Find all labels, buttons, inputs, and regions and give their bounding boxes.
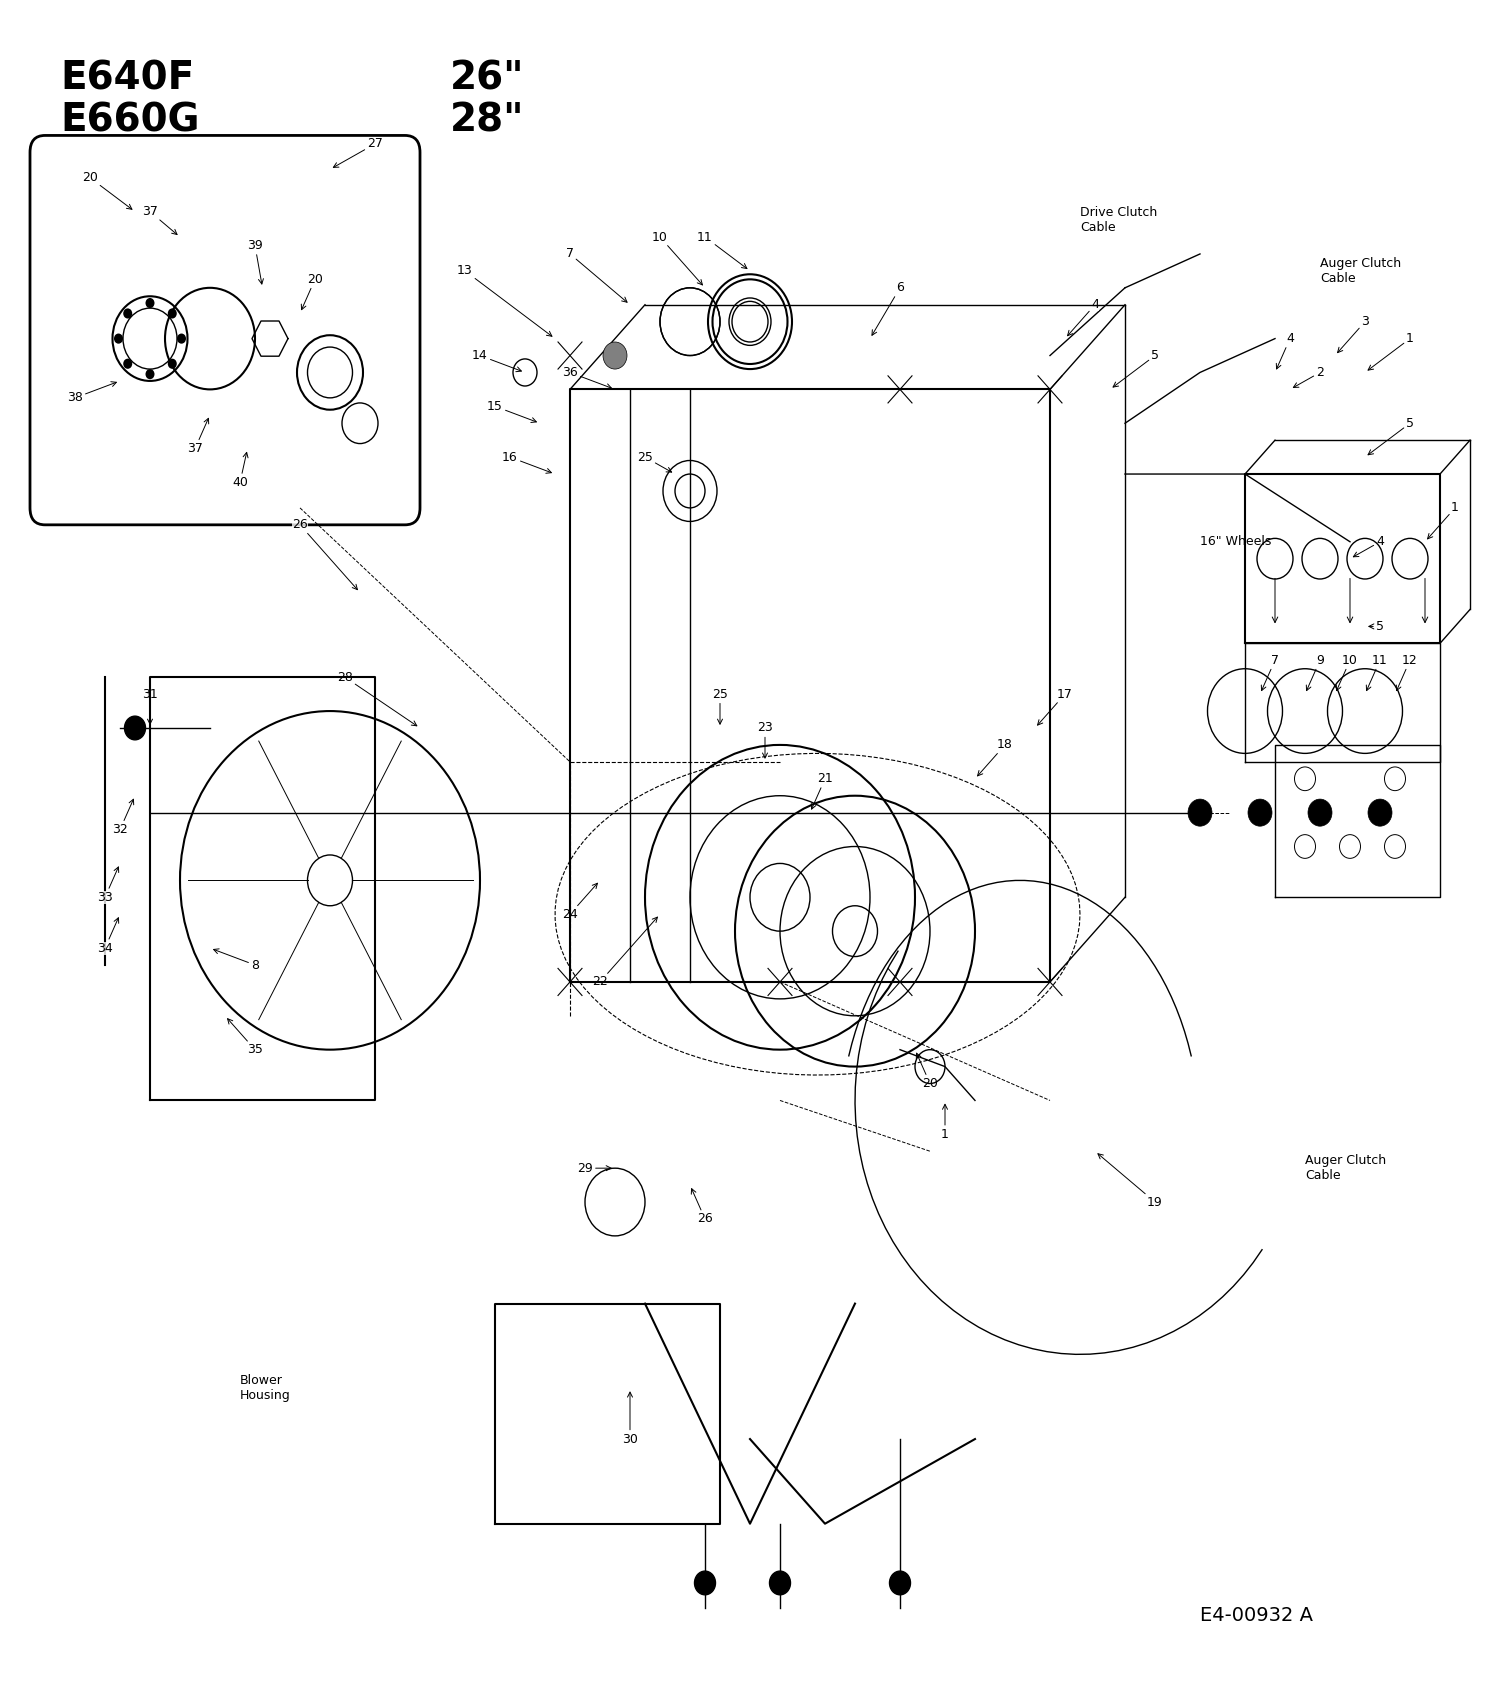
Text: 37: 37 [142,205,177,235]
Circle shape [1248,799,1272,826]
Text: 6: 6 [871,281,904,335]
Circle shape [1188,799,1212,826]
Text: 16" Wheels: 16" Wheels [1200,535,1272,549]
Text: Blower
Housing: Blower Housing [240,1375,291,1402]
Text: 20: 20 [302,273,322,310]
Text: 37: 37 [188,418,209,455]
Text: Auger Clutch
Cable: Auger Clutch Cable [1305,1155,1386,1182]
Text: 39: 39 [248,239,264,284]
Text: 13: 13 [458,264,552,337]
Text: 26: 26 [292,518,357,589]
Text: 1: 1 [1368,332,1414,371]
Circle shape [146,298,154,308]
Circle shape [1368,799,1392,826]
Text: 20: 20 [916,1053,938,1090]
Text: 9: 9 [1306,653,1324,691]
Text: 30: 30 [622,1392,638,1446]
Text: 12: 12 [1396,653,1417,691]
Text: 7: 7 [1262,653,1280,691]
Circle shape [694,1571,715,1595]
Text: 7: 7 [566,247,627,303]
Text: 17: 17 [1038,687,1072,725]
Circle shape [123,308,132,318]
Text: 40: 40 [232,452,248,489]
Text: 27: 27 [333,137,382,168]
Text: 2: 2 [1293,366,1324,388]
Circle shape [114,334,123,344]
Text: E640F: E640F [60,59,195,97]
Text: 4: 4 [1353,535,1384,557]
Text: 10: 10 [652,230,702,284]
Text: 15: 15 [488,400,537,423]
Text: 10: 10 [1336,653,1358,691]
Text: Auger Clutch
Cable: Auger Clutch Cable [1320,257,1401,284]
Circle shape [177,334,186,344]
Text: 3: 3 [1338,315,1370,352]
Text: 31: 31 [142,687,158,725]
Text: 28": 28" [450,102,525,139]
Text: 5: 5 [1113,349,1160,388]
Text: 36: 36 [562,366,612,389]
Circle shape [124,716,146,740]
Text: 38: 38 [68,381,117,405]
Text: 4: 4 [1068,298,1100,335]
Circle shape [168,359,177,369]
Text: 24: 24 [562,884,597,921]
Text: 25: 25 [638,450,672,472]
Text: 34: 34 [98,918,118,955]
Text: 14: 14 [472,349,522,372]
Circle shape [168,308,177,318]
FancyBboxPatch shape [30,135,420,525]
Text: 5: 5 [1370,620,1384,633]
Text: 19: 19 [1098,1153,1162,1209]
Circle shape [890,1571,910,1595]
Text: 33: 33 [98,867,118,904]
Text: 4: 4 [1276,332,1294,369]
Text: E4-00932 A: E4-00932 A [1200,1607,1312,1625]
Circle shape [770,1571,790,1595]
Text: 16: 16 [503,450,552,474]
Text: 32: 32 [112,799,134,836]
Text: E660G: E660G [60,102,200,139]
Text: 20: 20 [82,171,132,210]
Circle shape [123,359,132,369]
Text: 11: 11 [1366,653,1388,691]
Text: 22: 22 [592,918,657,989]
Text: 26": 26" [450,59,525,97]
Text: 28: 28 [338,670,417,726]
Text: 35: 35 [228,1019,262,1056]
Circle shape [603,342,627,369]
Circle shape [146,369,154,379]
Text: 29: 29 [578,1161,610,1175]
Text: 25: 25 [712,687,728,725]
Text: 21: 21 [812,772,832,809]
Text: 11: 11 [698,230,747,269]
Circle shape [1308,799,1332,826]
Text: 26: 26 [692,1188,712,1226]
Text: 1: 1 [1428,501,1460,538]
Text: 1: 1 [940,1104,950,1141]
Text: 8: 8 [213,948,260,972]
Text: Drive Clutch
Cable: Drive Clutch Cable [1080,207,1158,234]
Text: 5: 5 [1368,416,1414,455]
Text: 18: 18 [978,738,1012,775]
Text: 23: 23 [758,721,772,758]
